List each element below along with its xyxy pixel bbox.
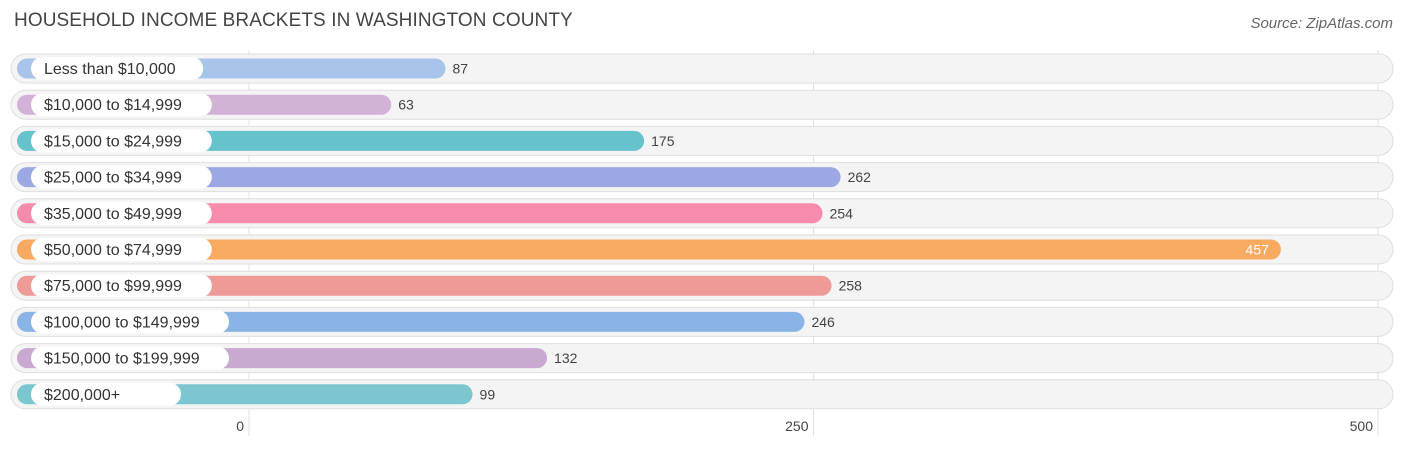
- bar-row: $35,000 to $49,999 254: [10, 198, 1394, 229]
- category-pill: [31, 346, 229, 370]
- bar-row: $15,000 to $24,999 175: [10, 125, 1394, 156]
- category-pill: [31, 274, 212, 298]
- category-label: $100,000 to $149,999: [44, 314, 200, 331]
- bar-row: $75,000 to $99,999 258: [10, 270, 1394, 301]
- category-label: Less than $10,000: [44, 61, 176, 78]
- category-pill: [31, 129, 212, 153]
- bar-row: $200,000+ 99: [10, 379, 1394, 410]
- chart-title: HOUSEHOLD INCOME BRACKETS IN WASHINGTON …: [14, 10, 573, 31]
- bar-row: $100,000 to $149,999 246: [10, 306, 1394, 337]
- bar: [17, 167, 841, 188]
- value-label: 99: [480, 386, 496, 402]
- bar-row: $50,000 to $74,999 457: [10, 234, 1394, 265]
- value-label: 175: [651, 133, 675, 149]
- value-label: 258: [839, 278, 863, 294]
- bar-row: $10,000 to $14,999 63: [10, 89, 1394, 120]
- value-label: 246: [811, 314, 835, 330]
- category-pill: [31, 382, 181, 406]
- category-pill: [31, 201, 212, 225]
- category-label: $35,000 to $49,999: [44, 206, 182, 223]
- category-label: $15,000 to $24,999: [44, 133, 182, 150]
- x-tick-label: 500: [1350, 418, 1374, 434]
- source-label: Source: ZipAtlas.com: [1250, 15, 1393, 32]
- value-label: 132: [554, 350, 578, 366]
- bar-row: Less than $10,000 87: [10, 53, 1394, 84]
- value-label: 254: [830, 205, 854, 221]
- bar-row: $25,000 to $34,999 262: [10, 162, 1394, 193]
- bar-row: $150,000 to $199,999 132: [10, 343, 1394, 374]
- bar: [17, 275, 832, 296]
- category-pill: [31, 93, 212, 117]
- category-pill: [31, 310, 229, 334]
- bar: [17, 239, 1281, 260]
- category-label: $10,000 to $14,999: [44, 97, 182, 114]
- x-tick-label: 0: [236, 418, 244, 434]
- category-pill: [31, 57, 204, 80]
- x-tick-label: 250: [785, 418, 809, 434]
- category-pill: [31, 165, 212, 189]
- category-label: $200,000+: [44, 387, 120, 404]
- category-label: $150,000 to $199,999: [44, 351, 200, 368]
- category-label: $75,000 to $99,999: [44, 278, 182, 295]
- value-label: 457: [1246, 242, 1270, 258]
- category-label: $25,000 to $34,999: [44, 170, 182, 187]
- value-label: 63: [398, 97, 414, 113]
- category-label: $50,000 to $74,999: [44, 242, 182, 259]
- value-label: 87: [452, 61, 468, 77]
- bar: [17, 203, 823, 224]
- category-pill: [31, 238, 212, 261]
- value-label: 262: [848, 169, 872, 185]
